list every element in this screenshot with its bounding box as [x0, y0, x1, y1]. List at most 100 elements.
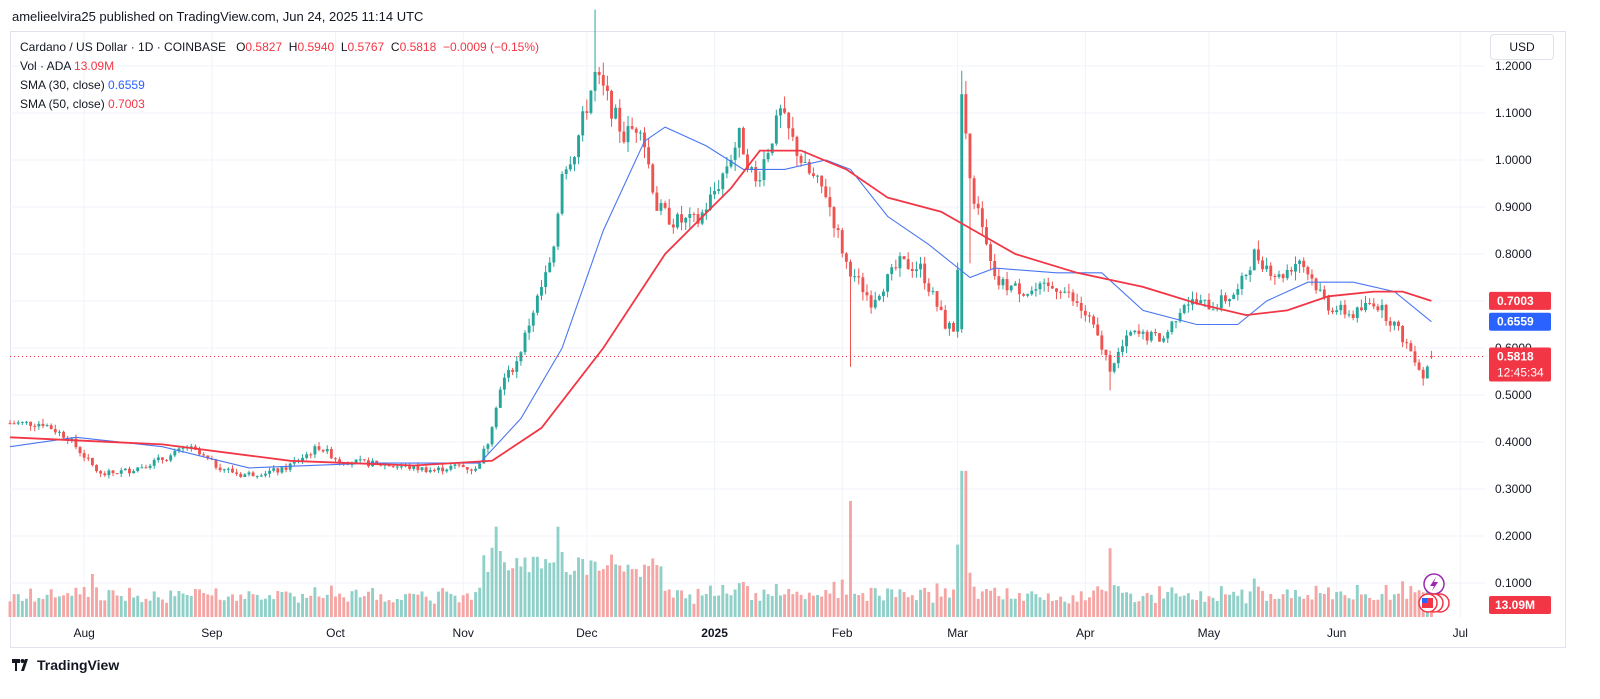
candle-body[interactable]	[873, 299, 877, 308]
candle-body[interactable]	[927, 283, 931, 292]
candle-body[interactable]	[478, 463, 482, 469]
candle-body[interactable]	[1141, 331, 1145, 334]
candle-body[interactable]	[1281, 274, 1285, 279]
candle-body[interactable]	[1401, 326, 1405, 343]
candle-body[interactable]	[115, 473, 119, 475]
candle-body[interactable]	[746, 154, 749, 169]
candle-body[interactable]	[395, 466, 399, 468]
candle-body[interactable]	[869, 295, 873, 308]
candle-body[interactable]	[939, 306, 943, 310]
candle-body[interactable]	[766, 153, 770, 160]
candle-body[interactable]	[128, 468, 131, 474]
candle-body[interactable]	[535, 295, 539, 313]
candle-body[interactable]	[1009, 285, 1013, 291]
candle-body[interactable]	[968, 133, 972, 179]
candle-body[interactable]	[1261, 260, 1264, 270]
candle-body[interactable]	[329, 448, 333, 459]
candle-body[interactable]	[243, 474, 247, 477]
candle-body[interactable]	[836, 228, 840, 231]
candle-body[interactable]	[877, 296, 881, 300]
candle-body[interactable]	[301, 457, 304, 461]
candle-body[interactable]	[441, 467, 445, 472]
candle-body[interactable]	[1314, 278, 1318, 291]
candle-body[interactable]	[498, 389, 502, 408]
candle-body[interactable]	[1380, 304, 1384, 311]
candle-body[interactable]	[560, 173, 564, 214]
candle-body[interactable]	[1219, 295, 1223, 308]
candle-body[interactable]	[1059, 291, 1063, 293]
candle-body[interactable]	[840, 230, 844, 254]
candle-body[interactable]	[832, 207, 836, 229]
candle-body[interactable]	[12, 423, 16, 425]
candle-body[interactable]	[49, 425, 53, 430]
candle-body[interactable]	[630, 126, 634, 129]
candle-body[interactable]	[527, 325, 531, 333]
candle-body[interactable]	[490, 427, 494, 445]
candle-body[interactable]	[770, 143, 774, 154]
candle-body[interactable]	[1112, 363, 1116, 372]
candle-body[interactable]	[1088, 315, 1091, 317]
candle-body[interactable]	[1158, 333, 1161, 342]
candle-body[interactable]	[437, 467, 440, 471]
candle-body[interactable]	[721, 173, 725, 190]
candle-body[interactable]	[663, 203, 667, 208]
candle-body[interactable]	[247, 472, 251, 475]
candle-body[interactable]	[25, 421, 28, 423]
candle-body[interactable]	[424, 467, 428, 473]
candle-body[interactable]	[659, 203, 663, 211]
candle-body[interactable]	[1162, 338, 1166, 342]
candle-body[interactable]	[1368, 302, 1372, 304]
candle-body[interactable]	[758, 180, 762, 182]
candle-body[interactable]	[461, 464, 465, 468]
candle-body[interactable]	[643, 132, 646, 148]
candle-body[interactable]	[1186, 304, 1190, 306]
candle-body[interactable]	[1240, 275, 1244, 290]
candle-body[interactable]	[1392, 321, 1396, 326]
candle-body[interactable]	[1223, 295, 1227, 302]
candle-body[interactable]	[1425, 366, 1429, 379]
candle-body[interactable]	[952, 322, 955, 332]
candle-body[interactable]	[486, 444, 490, 449]
candle-body[interactable]	[1042, 282, 1046, 284]
candle-body[interactable]	[214, 459, 218, 468]
candle-body[interactable]	[708, 194, 712, 210]
candle-body[interactable]	[1265, 265, 1269, 270]
candle-body[interactable]	[1244, 274, 1248, 276]
candle-body[interactable]	[577, 135, 581, 158]
candle-body[interactable]	[136, 467, 140, 472]
candle-body[interactable]	[1013, 283, 1017, 286]
candle-body[interactable]	[923, 263, 927, 284]
candle-body[interactable]	[338, 459, 342, 463]
candle-body[interactable]	[317, 446, 321, 450]
candle-body[interactable]	[811, 173, 815, 176]
candle-body[interactable]	[882, 291, 885, 297]
candle-body[interactable]	[1153, 331, 1157, 334]
candle-body[interactable]	[74, 438, 78, 448]
candle-body[interactable]	[140, 467, 144, 469]
candle-body[interactable]	[148, 465, 152, 468]
candle-body[interactable]	[1001, 279, 1005, 286]
candle-body[interactable]	[45, 425, 49, 427]
candle-body[interactable]	[305, 454, 309, 458]
candle-body[interactable]	[515, 361, 519, 372]
candle-body[interactable]	[1364, 302, 1367, 311]
candle-body[interactable]	[935, 291, 939, 307]
candle-body[interactable]	[791, 128, 795, 137]
candle-body[interactable]	[428, 470, 432, 473]
candle-body[interactable]	[202, 454, 206, 456]
candle-body[interactable]	[1055, 288, 1058, 292]
legend-sma30-row[interactable]: SMA (30, close) 0.6559	[20, 76, 539, 95]
currency-button[interactable]: USD	[1490, 34, 1554, 60]
candle-body[interactable]	[189, 446, 193, 448]
candle-body[interactable]	[548, 262, 552, 273]
candle-body[interactable]	[725, 166, 729, 174]
candle-body[interactable]	[1137, 330, 1141, 334]
candle-body[interactable]	[1079, 302, 1083, 311]
candle-body[interactable]	[169, 455, 173, 461]
candle-body[interactable]	[597, 71, 601, 76]
candle-body[interactable]	[1351, 314, 1355, 319]
candle-body[interactable]	[494, 407, 498, 428]
candle-body[interactable]	[218, 467, 222, 471]
candle-body[interactable]	[33, 425, 37, 427]
candle-body[interactable]	[614, 107, 618, 119]
